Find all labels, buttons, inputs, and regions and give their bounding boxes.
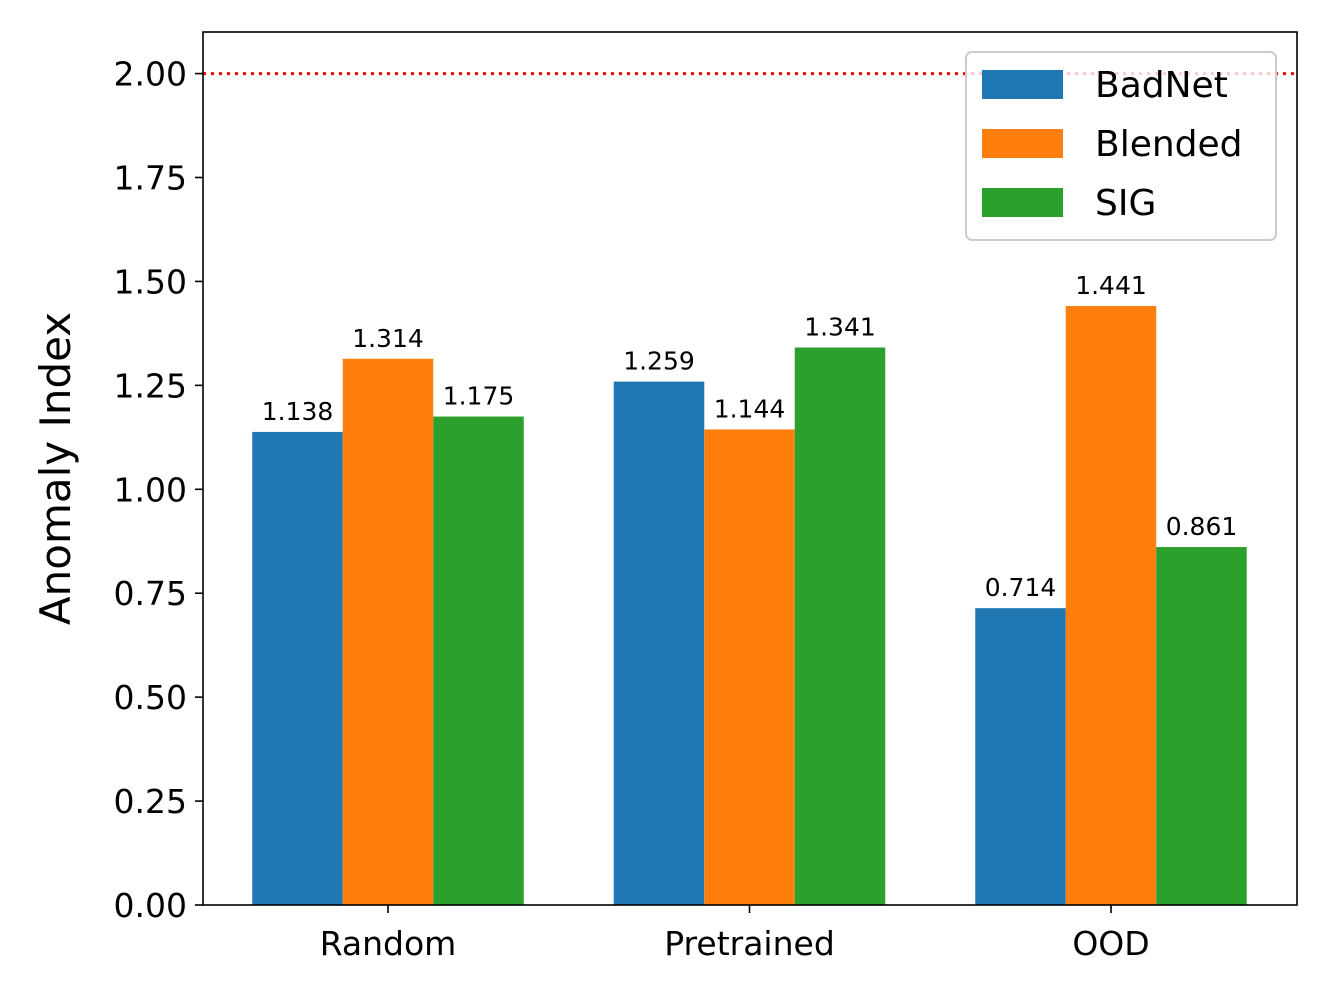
bar-badnet-ood [975,608,1066,905]
y-tick-label: 0.25 [114,782,187,821]
legend-label-sig: SIG [1095,183,1156,224]
y-tick-label: 0.00 [114,886,187,925]
x-tick-label-ood: OOD [1072,924,1149,963]
y-tick-label: 1.25 [114,366,187,405]
bar-badnet-pretrained [613,381,705,905]
bar-blended-random [342,358,434,905]
bar-labels-group: 1.138 1.259 0.714 1.314 1.144 1.441 1.175 1.341… [262,271,1238,602]
legend-swatch-badnet [982,70,1063,99]
bar-sig-ood [1156,547,1247,905]
x-tick-label-pretrained: Pretrained [664,924,835,963]
legend-swatch-blended [982,129,1063,158]
y-tick-label: 2.00 [114,55,187,94]
y-tick-label: 0.75 [114,574,187,613]
y-tick-label: 0.50 [114,678,187,717]
bar-value-label: 1.441 [1075,271,1147,300]
legend-swatch-sig [982,188,1063,217]
bar-value-label: 0.861 [1166,512,1238,541]
bar-blended-pretrained [704,429,795,905]
bar-value-label: 1.138 [262,397,334,426]
bar-sig-random [433,416,524,905]
bars-group [252,305,1247,906]
y-axis: 0.00 0.25 0.50 0.75 1.00 1.25 1.50 1.75 2.00 [114,55,203,925]
bar-badnet-random [252,431,343,905]
x-axis: Random Pretrained OOD [320,905,1150,963]
bar-value-label: 1.144 [714,394,786,423]
bar-blended-ood [1065,305,1157,906]
y-axis-label: Anomaly Index [31,312,80,625]
x-tick-label-random: Random [320,924,457,963]
bar-value-label: 0.714 [985,573,1057,602]
bar-value-label: 1.314 [352,324,424,353]
y-tick-label: 1.00 [114,470,187,509]
legend-label-blended: Blended [1095,124,1243,165]
legend: BadNet Blended SIG [965,51,1277,241]
bar-value-label: 1.175 [443,382,515,411]
bar-value-label: 1.341 [804,313,876,342]
y-tick-label: 1.75 [114,159,187,198]
legend-label-badnet: BadNet [1095,65,1228,106]
bar-sig-pretrained [794,347,886,906]
bar-value-label: 1.259 [623,347,695,376]
y-tick-label: 1.50 [114,262,187,301]
